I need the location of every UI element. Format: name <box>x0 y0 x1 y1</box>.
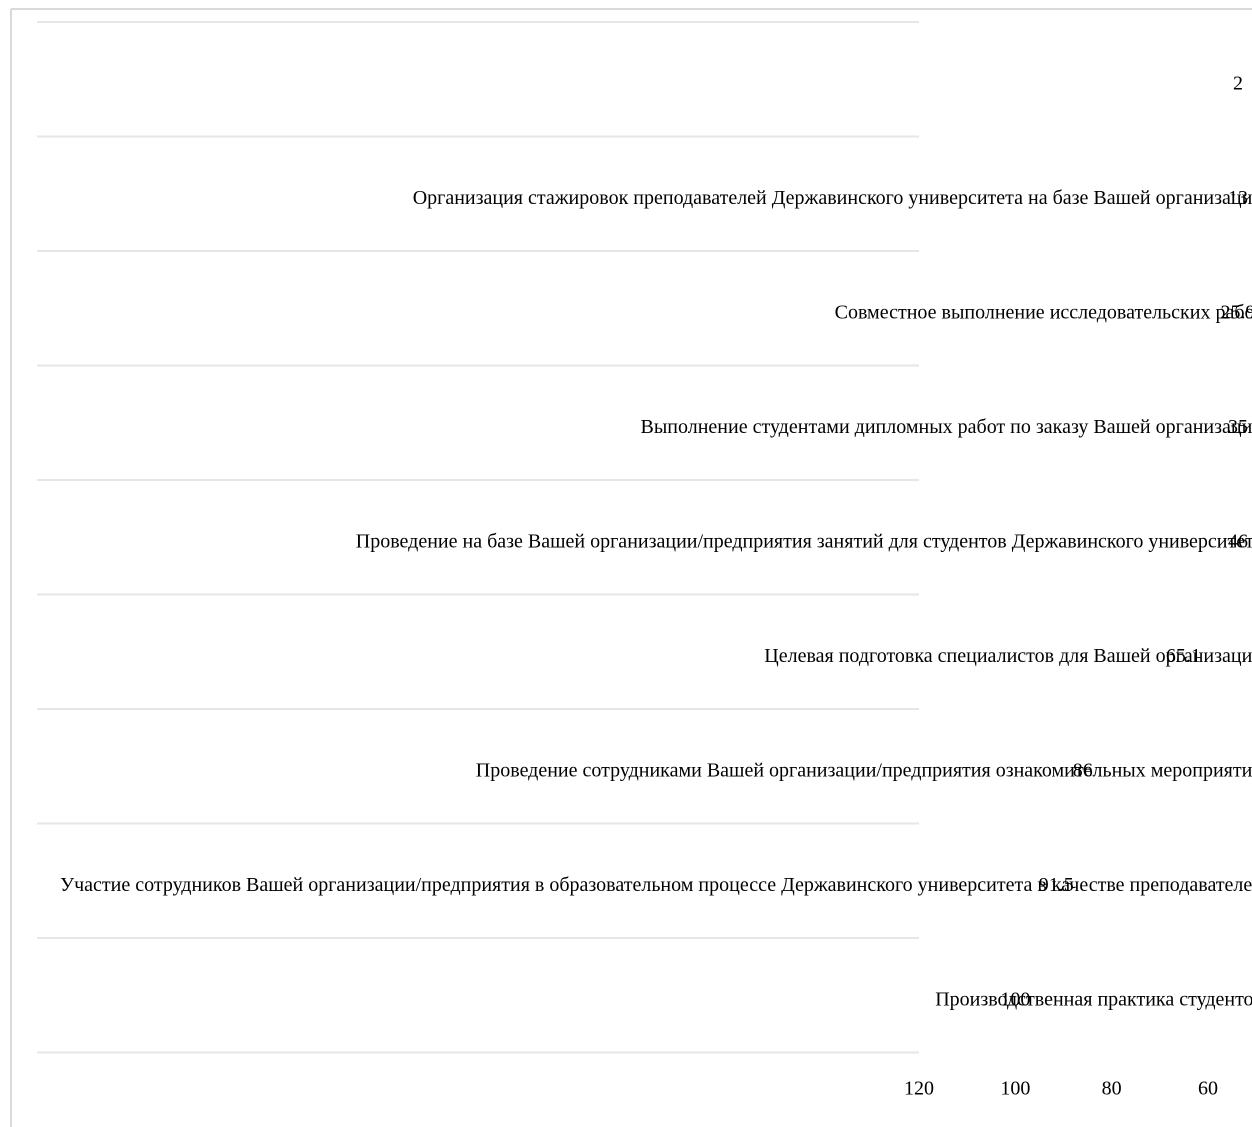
value-label: 25.9 <box>1221 302 1252 324</box>
category-label: Производственная практика студентов <box>935 989 1252 1011</box>
x-tick-label: 120 <box>904 1078 934 1100</box>
value-label: 46 <box>1228 531 1248 553</box>
value-label: 100 <box>1000 989 1030 1011</box>
x-tick-label: 60 <box>1198 1078 1218 1100</box>
category-label: Участие сотрудников Вашей организации/пр… <box>60 874 1252 896</box>
category-label: Целевая подготовка специалистов для Ваше… <box>764 645 1252 667</box>
category-label: Совместное выполнение исследовательских … <box>835 302 1252 324</box>
value-label: 86 <box>1073 760 1093 782</box>
x-tick-label: 100 <box>1000 1078 1030 1100</box>
value-label: 65.1 <box>1166 645 1201 667</box>
value-label: 35 <box>1228 416 1248 438</box>
x-tick-label: 80 <box>1102 1078 1122 1100</box>
category-label: Организация стажировок преподавателей Де… <box>413 187 1252 209</box>
value-label: 13 <box>1228 187 1248 209</box>
value-label: 2 <box>1233 73 1243 95</box>
category-label: Проведение на базе Вашей организации/пре… <box>356 531 1252 553</box>
category-label: Проведение сотрудниками Вашей организаци… <box>476 760 1252 782</box>
value-label: 91.5 <box>1039 874 1074 896</box>
category-label: Выполнение студентами дипломных работ по… <box>641 416 1252 438</box>
